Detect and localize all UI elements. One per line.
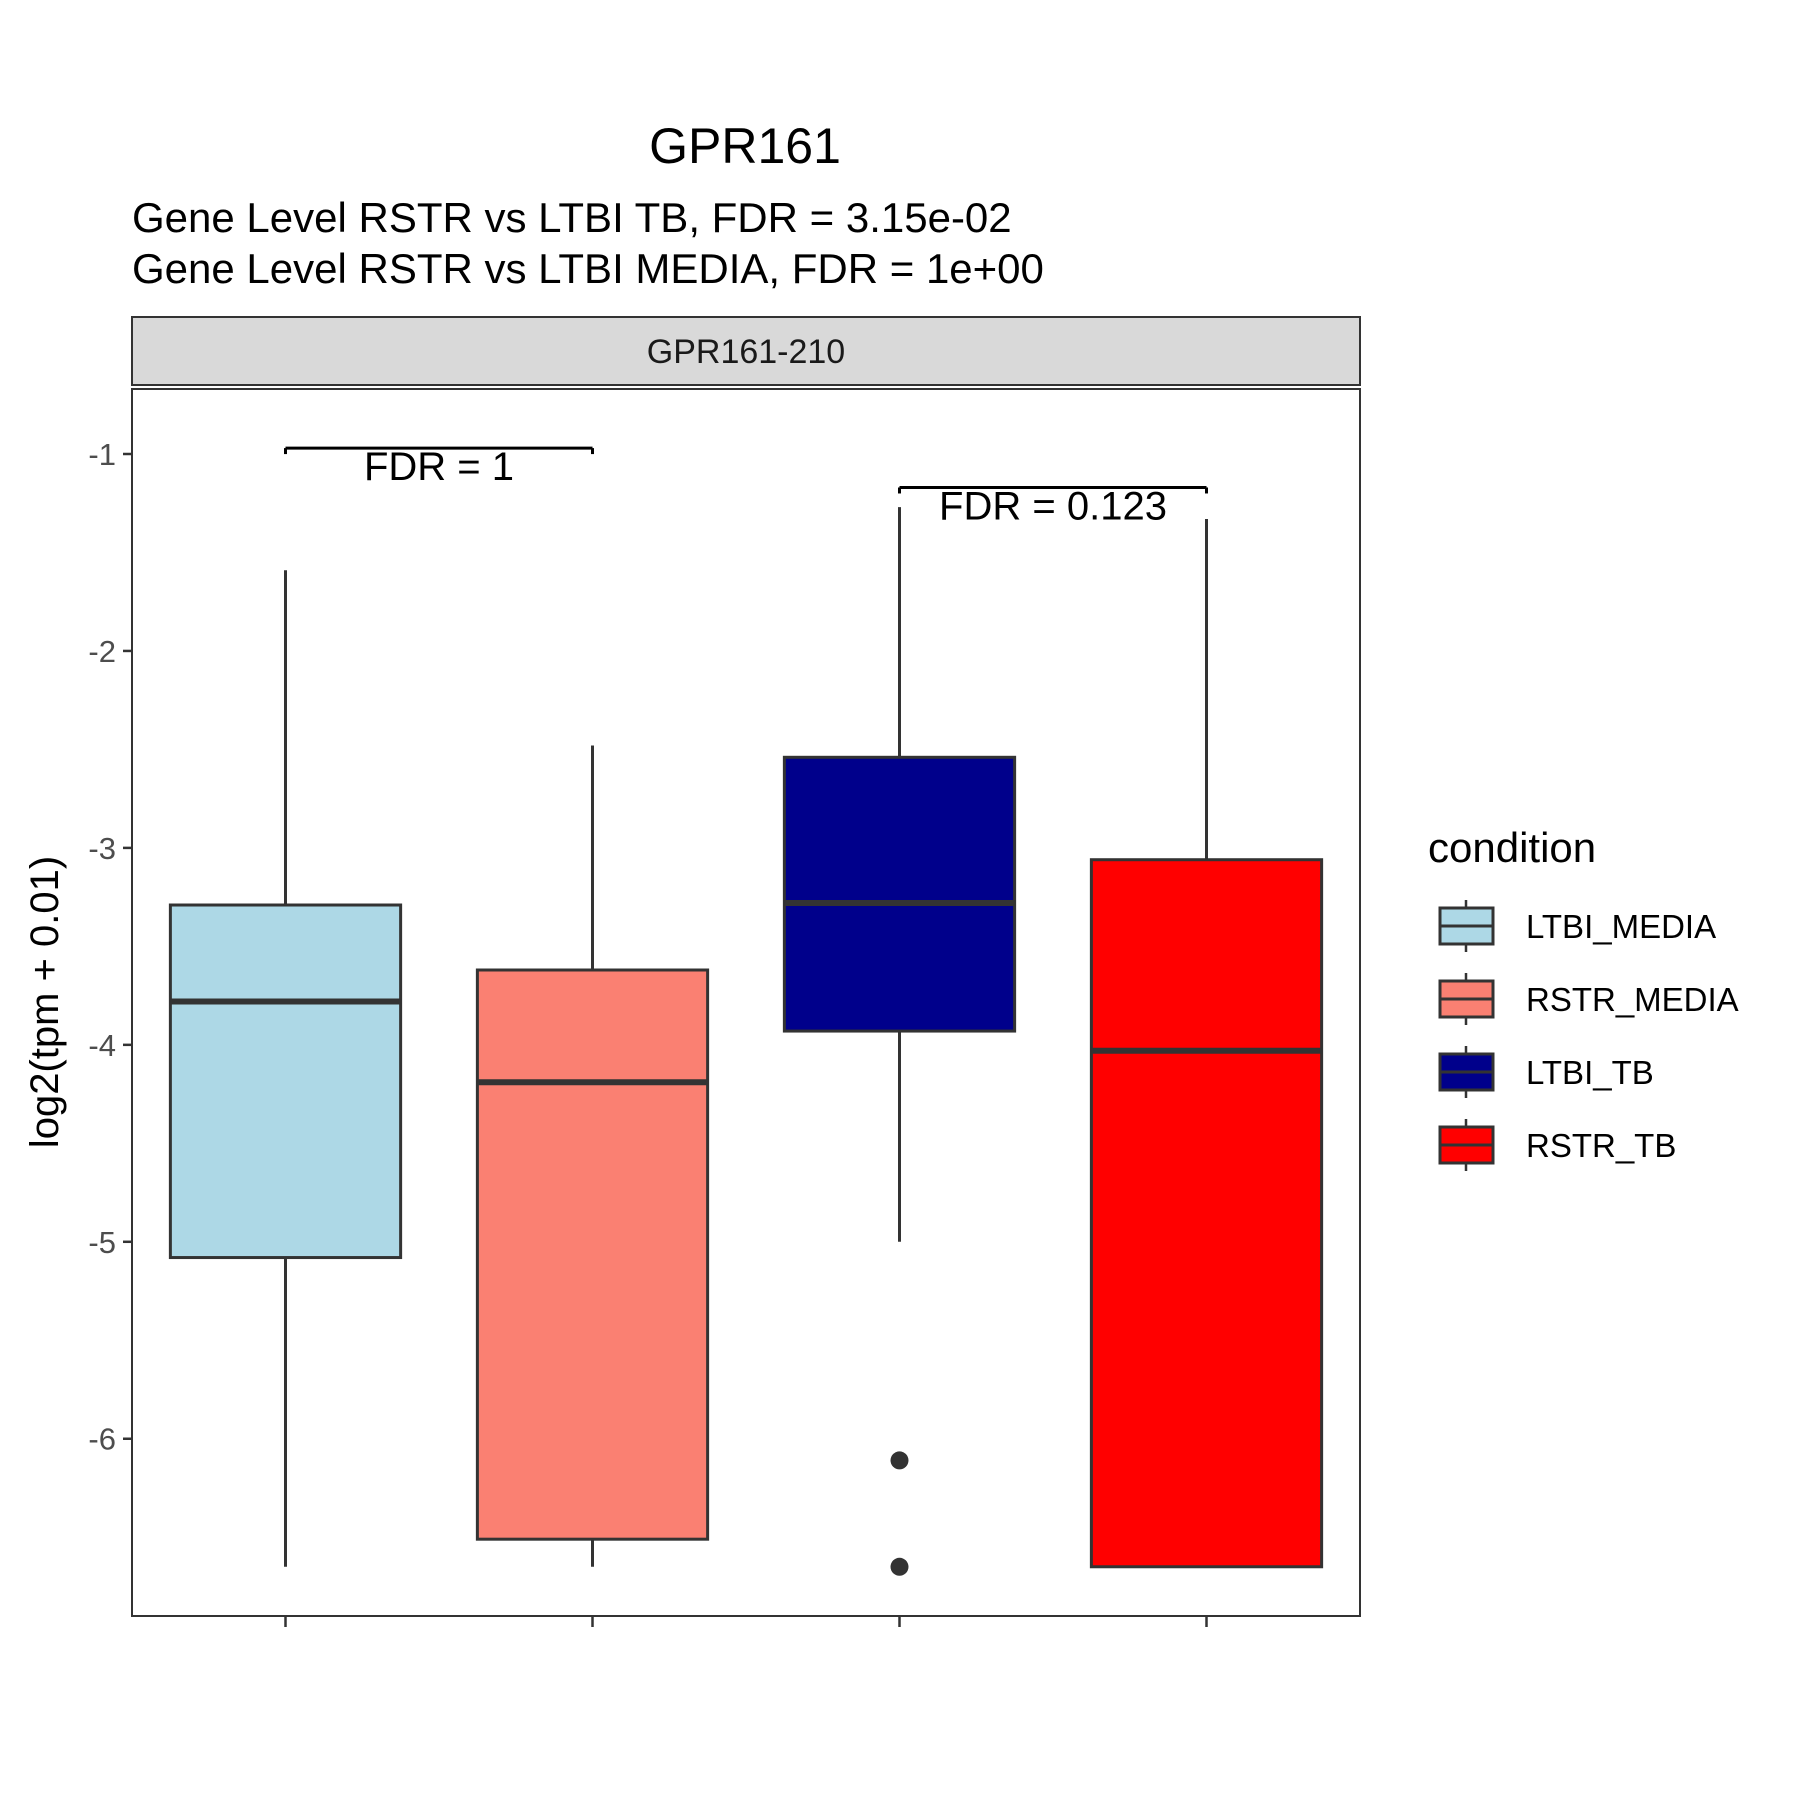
y-axis: -1 -2 -3 -4 -5 -6 [88, 437, 132, 1457]
legend-entry-rstr-tb: RSTR_TB [1438, 1119, 1676, 1171]
fdr-annotation-label: FDR = 0.123 [939, 484, 1167, 528]
outlier-point [890, 1557, 909, 1576]
y-tick-label: -4 [88, 1028, 116, 1063]
facet-strip-label: GPR161-210 [647, 333, 845, 371]
significance-annotations: FDR = 1 FDR = 0.123 [284, 445, 1208, 528]
significance-bracket: FDR = 1 [284, 445, 594, 489]
box-body [782, 755, 1017, 1033]
y-axis-title: log2(tpm + 0.01) [23, 856, 67, 1148]
legend-entry-ltbi-tb: LTBI_TB [1438, 1046, 1654, 1098]
box-body [475, 968, 710, 1541]
legend-label: LTBI_TB [1526, 1054, 1654, 1091]
fdr-annotation-label: FDR = 1 [364, 445, 514, 489]
y-tick-label: -5 [88, 1225, 116, 1260]
facet-strip [131, 316, 1361, 386]
y-tick-label: -1 [88, 437, 116, 472]
box-rstr-media [475, 745, 710, 1567]
chart-subtitle-line-1: Gene Level RSTR vs LTBI TB, FDR = 3.15e-… [132, 194, 1012, 241]
box-body [168, 903, 403, 1260]
significance-bracket: FDR = 0.123 [898, 484, 1208, 528]
y-tick-label: -2 [88, 634, 116, 669]
legend-label: RSTR_TB [1526, 1127, 1676, 1164]
y-tick-label: -3 [88, 831, 116, 866]
legend-title: condition [1428, 824, 1596, 871]
outlier-point [890, 1451, 909, 1470]
box-rstr-tb [1089, 518, 1324, 1569]
box-body [1089, 858, 1324, 1569]
box-series [168, 507, 1324, 1576]
x-axis [284, 1616, 1208, 1627]
legend-entry-rstr-media: RSTR_MEDIA [1438, 973, 1739, 1025]
legend: condition LTBI_MEDIA RSTR_MEDIA LTBI_TB RST… [1428, 824, 1739, 1171]
legend-label: RSTR_MEDIA [1526, 981, 1739, 1018]
legend-entry-ltbi-media: LTBI_MEDIA [1438, 900, 1716, 952]
chart-subtitle-line-2: Gene Level RSTR vs LTBI MEDIA, FDR = 1e+… [132, 245, 1044, 292]
legend-label: LTBI_MEDIA [1526, 908, 1716, 945]
box-ltbi-tb [782, 507, 1017, 1576]
box-ltbi-media [168, 570, 403, 1567]
chart-title: GPR161 [649, 118, 841, 174]
y-tick-label: -6 [88, 1422, 116, 1457]
